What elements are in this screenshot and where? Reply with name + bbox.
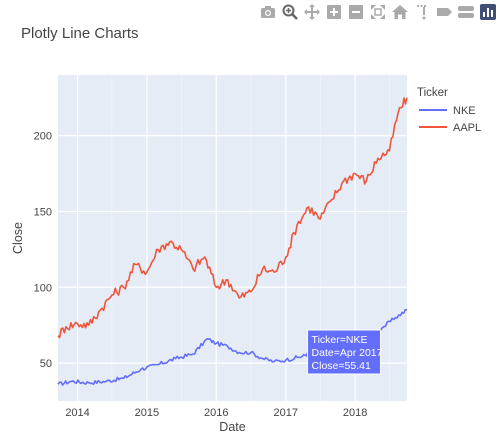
x-tick-label: 2015 bbox=[135, 407, 159, 419]
tooltip-line: Ticker=NKE bbox=[312, 334, 368, 346]
x-tick-label: 2016 bbox=[204, 407, 228, 419]
legend-label: NKE bbox=[453, 105, 476, 117]
hover-compare-icon bbox=[458, 6, 474, 18]
camera-icon bbox=[261, 6, 275, 18]
x-tick-label: 2018 bbox=[343, 407, 367, 419]
x-tick-label: 2014 bbox=[65, 407, 89, 419]
chart-title: Plotly Line Charts bbox=[21, 25, 139, 42]
hover-closest-icon bbox=[437, 8, 452, 16]
pan-button[interactable] bbox=[302, 3, 322, 21]
autoscale-icon bbox=[371, 5, 385, 19]
y-tick-label: 150 bbox=[34, 206, 52, 218]
y-axis-title: Close bbox=[11, 222, 25, 254]
spike-lines-icon bbox=[417, 5, 427, 20]
modebar bbox=[258, 2, 498, 22]
tooltip-line: Date=Apr 2017 bbox=[312, 347, 383, 359]
zoom-out-icon bbox=[349, 5, 363, 19]
legend-item-nke[interactable]: NKE bbox=[419, 105, 476, 117]
tooltip-line: Close=55.41 bbox=[312, 360, 371, 372]
zoom-icon bbox=[282, 4, 298, 20]
y-tick-label: 50 bbox=[40, 358, 52, 370]
autoscale-button[interactable] bbox=[368, 3, 388, 21]
zoom-in-icon bbox=[327, 5, 341, 19]
zoom-out-button[interactable] bbox=[346, 3, 366, 21]
legend-title: Ticker bbox=[417, 87, 448, 99]
zoom-button[interactable] bbox=[280, 3, 300, 21]
plotly-logo-icon bbox=[480, 4, 496, 20]
x-axis-title: Date bbox=[219, 420, 245, 434]
zoom-in-button[interactable] bbox=[324, 3, 344, 21]
y-tick-label: 100 bbox=[34, 282, 52, 294]
home-button[interactable] bbox=[390, 3, 410, 21]
series-line-aapl bbox=[57, 97, 408, 339]
tooltip-box bbox=[307, 329, 382, 375]
y-tick-label: 200 bbox=[34, 131, 52, 143]
hover-compare-button[interactable] bbox=[456, 3, 476, 21]
legend-label: AAPL bbox=[453, 122, 481, 134]
camera-button[interactable] bbox=[258, 3, 278, 21]
legend-item-aapl[interactable]: AAPL bbox=[419, 122, 481, 134]
pan-icon bbox=[304, 4, 320, 20]
plotly-logo-button[interactable] bbox=[478, 3, 498, 21]
hover-closest-button[interactable] bbox=[434, 3, 454, 21]
home-icon bbox=[392, 5, 408, 19]
x-tick-label: 2017 bbox=[274, 407, 298, 419]
spike-lines-button[interactable] bbox=[412, 3, 432, 21]
